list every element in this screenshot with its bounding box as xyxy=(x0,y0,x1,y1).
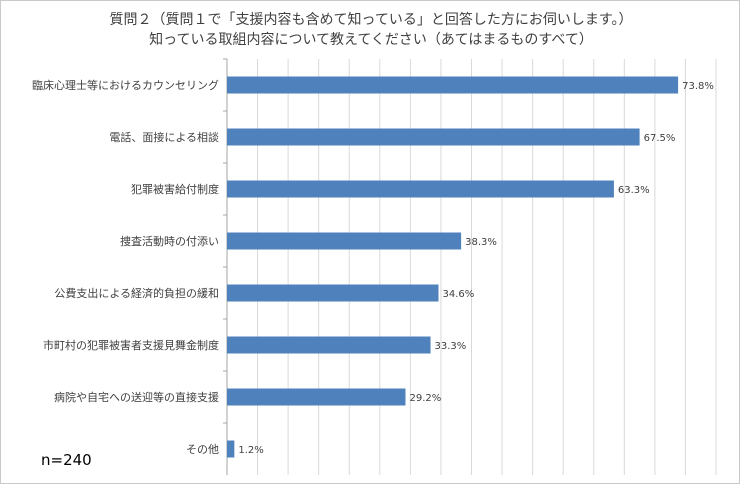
category-label: 公費支出による経済的負担の緩和 xyxy=(54,286,219,300)
bar xyxy=(227,440,235,458)
category-label: その他 xyxy=(186,443,219,456)
chart-title-line-2: 知っている取組内容について教えてください（あてはまるものすべて） xyxy=(149,32,593,48)
category-label: 病院や自宅への送迎等の直接支援 xyxy=(54,390,219,404)
data-label: 63.3% xyxy=(618,185,650,196)
bar xyxy=(227,388,406,406)
data-label: 67.5% xyxy=(644,133,676,144)
category-label: 電話、面接による相談 xyxy=(109,130,219,144)
data-label: 38.3% xyxy=(465,237,497,248)
category-label: 臨床心理士等におけるカウンセリング xyxy=(32,78,219,92)
bar xyxy=(227,284,439,302)
bar xyxy=(227,76,679,94)
data-label: 29.2% xyxy=(409,393,441,404)
category-label: 市町村の犯罪被害者支援見舞金制度 xyxy=(43,338,219,352)
bar xyxy=(227,180,614,198)
data-label: 73.8% xyxy=(682,81,714,92)
data-label: 33.3% xyxy=(435,341,467,352)
bar xyxy=(227,128,640,146)
category-label: 犯罪被害給付制度 xyxy=(131,182,219,196)
category-label: 捜査活動時の付添い xyxy=(120,234,219,248)
chart-title-line-1: 質問２（質問１で「支援内容も含めて知っている」と回答した方にお伺いします。） xyxy=(109,12,633,28)
data-label: 1.2% xyxy=(238,445,263,456)
bar xyxy=(227,232,462,250)
bar xyxy=(227,336,431,354)
data-label: 34.6% xyxy=(442,289,474,300)
sample-size-label: n=240 xyxy=(41,451,92,469)
